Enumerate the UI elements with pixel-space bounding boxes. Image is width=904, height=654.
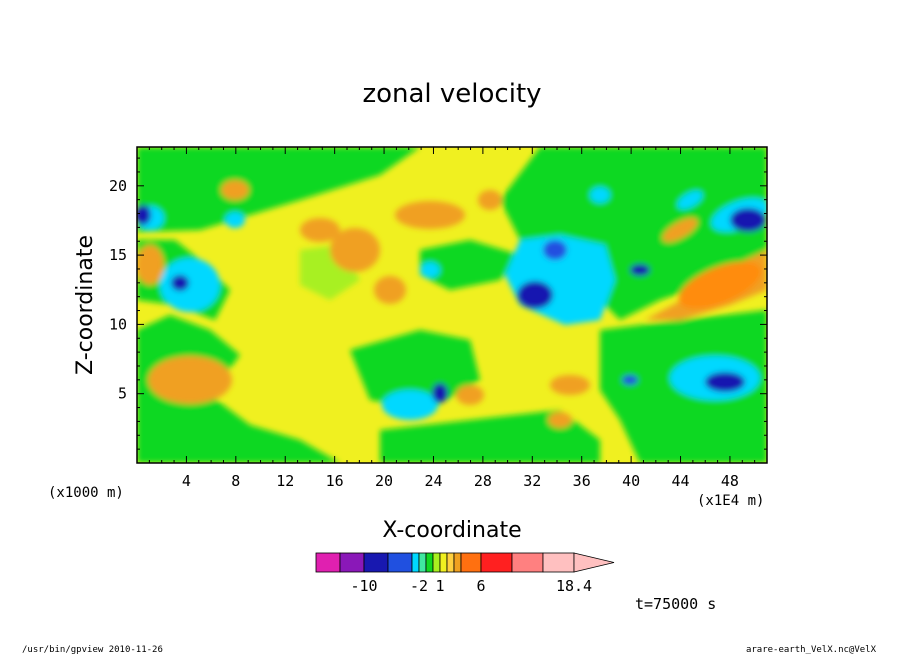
colorbar-segment	[453, 552, 462, 573]
colorbar-segment	[425, 552, 434, 573]
y-tick-label: 20	[109, 177, 127, 195]
colorbar-tick-labels: -10 -2 1 6 18.4	[350, 577, 592, 595]
footer-left: /usr/bin/gpview 2010-11-26	[22, 645, 163, 654]
region-blue	[630, 264, 650, 276]
x-tick-label: 32	[523, 472, 541, 490]
z-unit-label: (x1000 m)	[48, 485, 124, 501]
y-axis-title: Z-coordinate	[73, 235, 98, 375]
region-orange	[148, 356, 232, 404]
x-tick-label: 8	[231, 472, 240, 490]
colorbar-segment	[363, 552, 389, 573]
region-orange	[662, 217, 698, 243]
colorbar-segment	[418, 552, 427, 573]
colorbar-segment	[432, 552, 441, 573]
region-orange	[300, 218, 340, 242]
region-blue	[171, 275, 189, 291]
x-tick-label: 20	[375, 472, 393, 490]
colorbar-tick-label: 1	[435, 577, 444, 595]
colorbar-extension	[573, 552, 615, 573]
x-tick-label: 44	[671, 472, 689, 490]
region-blue	[705, 372, 745, 392]
region-orange	[221, 180, 249, 200]
colorbar-segment	[411, 552, 420, 573]
colorbar-segment	[480, 552, 513, 573]
region-blue	[432, 383, 448, 403]
x-tick-label: 24	[424, 472, 442, 490]
colorbar	[315, 552, 615, 573]
colorbar-tick-label: 6	[476, 577, 485, 595]
region-orange	[137, 245, 164, 285]
chart-title: zonal velocity	[362, 79, 541, 109]
colorbar-segment	[460, 552, 482, 573]
region-blue	[730, 208, 766, 232]
region-orange	[330, 228, 380, 272]
region-orange	[550, 375, 590, 395]
x-unit-label: (x1E4 m)	[697, 493, 764, 509]
colorbar-segment	[439, 552, 448, 573]
plot-frame	[136, 146, 768, 464]
contour-field	[137, 147, 767, 463]
region-cyan	[677, 190, 703, 210]
region-cyan	[382, 390, 438, 420]
colorbar-segment	[339, 552, 365, 573]
x-tick-label: 28	[474, 472, 492, 490]
region-cyan	[160, 258, 220, 312]
colorbar-segment	[387, 552, 413, 573]
x-tick-label: 12	[276, 472, 294, 490]
y-tick-label: 10	[109, 315, 127, 333]
region-orange	[374, 276, 406, 304]
region-orange	[548, 412, 572, 428]
region-orange	[456, 385, 484, 405]
time-label: t=75000 s	[635, 595, 716, 613]
colorbar-segment	[315, 552, 341, 573]
colorbar-segment	[446, 552, 455, 573]
region-cyan	[420, 262, 440, 278]
x-axis-title: X-coordinate	[382, 518, 521, 543]
y-axis: 5 10 15 20	[109, 157, 767, 450]
x-tick-label: 16	[326, 472, 344, 490]
region-cyan	[590, 187, 610, 203]
region-green	[137, 147, 420, 232]
y-tick-label: 5	[118, 385, 127, 403]
region-blue	[622, 375, 638, 385]
footer-right: arare-earth_VelX.nc@VelX	[746, 645, 877, 654]
colorbar-segment	[542, 552, 575, 573]
x-tick-label: 48	[721, 472, 739, 490]
x-tick-label: 36	[573, 472, 591, 490]
colorbar-tick-label: -2	[410, 577, 428, 595]
region-orange	[478, 190, 502, 210]
region-orange	[395, 201, 465, 229]
colorbar-tick-label: 18.4	[556, 577, 592, 595]
y-tick-label: 15	[109, 246, 127, 264]
region-blue	[137, 205, 151, 225]
region-orange	[678, 261, 762, 309]
region-green	[420, 240, 520, 290]
region-green	[380, 410, 600, 463]
x-tick-label: 40	[622, 472, 640, 490]
region-blue	[543, 240, 567, 260]
colorbar-tick-label: -10	[350, 577, 377, 595]
x-tick-label: 4	[182, 472, 191, 490]
region-blue	[517, 281, 553, 309]
region-green	[137, 315, 340, 463]
x-axis: 4 8 12 16 20 24 28 32 36 40 44 48	[148, 147, 756, 490]
region-cyan	[225, 212, 245, 228]
colorbar-segment	[511, 552, 544, 573]
